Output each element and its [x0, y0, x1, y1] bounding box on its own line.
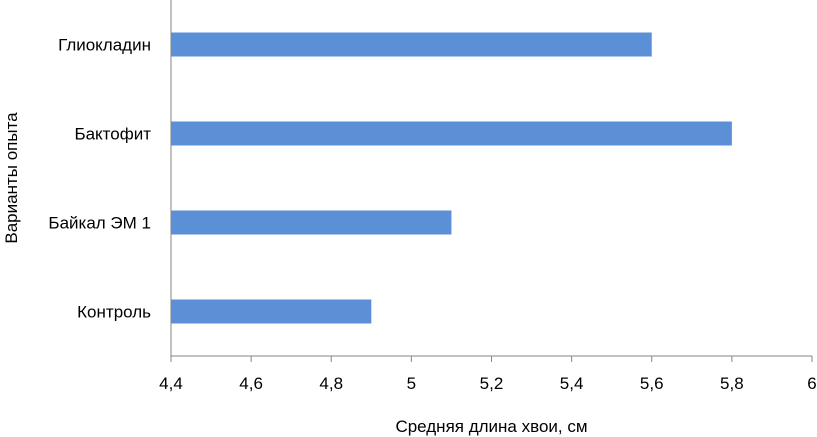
x-tick-label: 5	[407, 374, 416, 393]
x-tick-label: 5,2	[480, 374, 504, 393]
category-label: Байкал ЭМ 1	[48, 214, 151, 233]
x-tick-label: 6	[807, 374, 816, 393]
bar	[171, 299, 372, 324]
x-tick-label: 4,8	[319, 374, 343, 393]
x-axis-title: Средняя длина хвои, см	[395, 417, 587, 436]
category-label: Контроль	[77, 303, 151, 322]
x-tick-label: 4,4	[159, 374, 183, 393]
x-tick-label: 5,4	[560, 374, 584, 393]
category-labels-group: Контроль Байкал ЭМ 1 Бактофит Глиокладин	[48, 36, 151, 322]
bar	[171, 210, 452, 235]
x-ticks-group: 4,4 4,6 4,8 5 5,2 5,4 5,6 5,8 6	[159, 356, 817, 393]
x-tick-label: 5,8	[720, 374, 744, 393]
category-label: Глиокладин	[58, 36, 151, 55]
x-tick-label: 4,6	[239, 374, 263, 393]
y-axis-title: Варианты опыта	[2, 112, 21, 244]
bars-group	[171, 32, 732, 324]
bar	[171, 121, 732, 146]
category-label: Бактофит	[74, 125, 151, 144]
x-tick-label: 5,6	[640, 374, 664, 393]
bar	[171, 32, 652, 57]
